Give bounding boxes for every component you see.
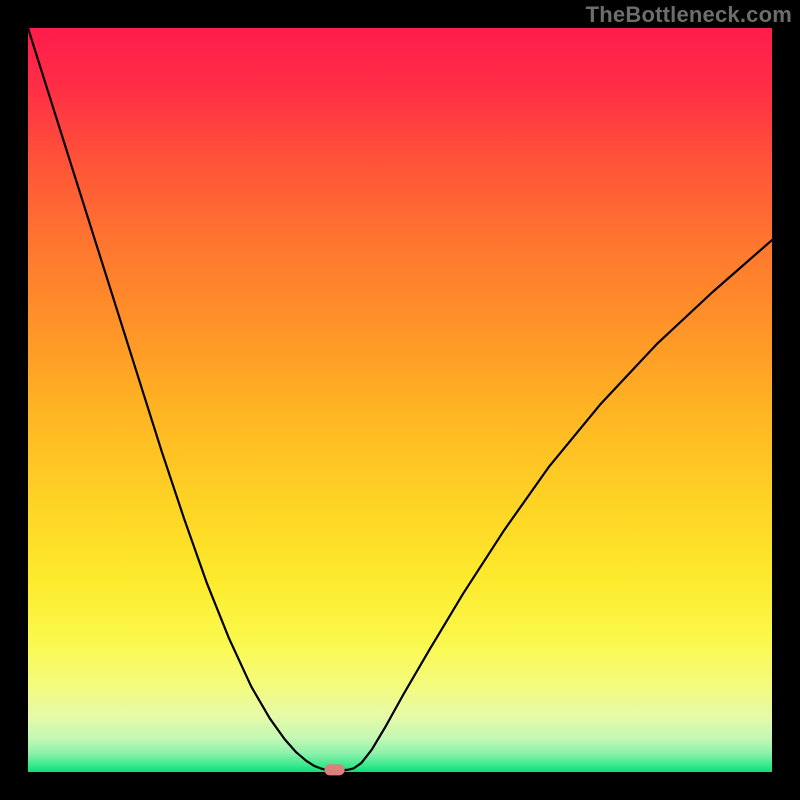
gradient-background [28, 28, 772, 772]
figure-root: TheBottleneck.com [0, 0, 800, 800]
watermark-text: TheBottleneck.com [586, 2, 792, 28]
bottleneck-chart [0, 0, 800, 800]
optimal-marker [324, 764, 344, 775]
